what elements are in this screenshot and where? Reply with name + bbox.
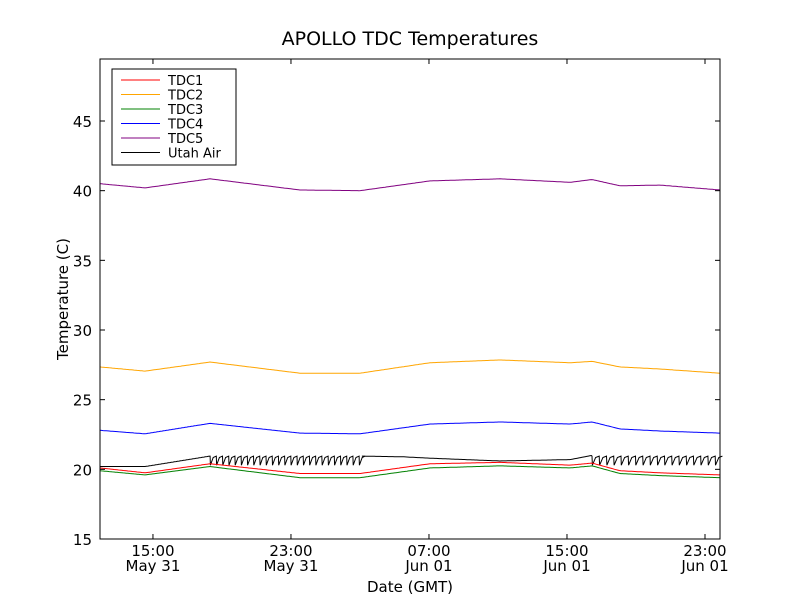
series-line-tdc4 bbox=[99, 421, 720, 435]
legend-label: TDC5 bbox=[167, 132, 203, 147]
y-tick-label: 25 bbox=[73, 392, 92, 410]
x-axis-label: Date (GMT) bbox=[367, 578, 453, 596]
legend-label: TDC2 bbox=[167, 89, 203, 104]
y-tick-label: 15 bbox=[73, 531, 92, 549]
x-tick-date: Jun 01 bbox=[542, 557, 590, 575]
legend-label: TDC1 bbox=[167, 74, 203, 89]
x-tick-time: 07:00 bbox=[407, 542, 450, 560]
legend-box bbox=[111, 68, 237, 166]
legend-label: Utah Air bbox=[168, 147, 221, 162]
x-tick-time: 23:00 bbox=[269, 542, 312, 560]
x-tick-date: May 31 bbox=[264, 557, 319, 575]
legend-label: TDC4 bbox=[167, 118, 203, 133]
y-tick-label: 30 bbox=[73, 322, 92, 340]
series-line-tdc1 bbox=[99, 461, 720, 476]
series-line-utah-air bbox=[100, 454, 723, 467]
x-tick-date: Jun 01 bbox=[680, 557, 728, 575]
y-tick-label: 35 bbox=[73, 252, 92, 270]
x-tick-date: Jun 01 bbox=[404, 557, 452, 575]
chart-title: APOLLO TDC Temperatures bbox=[282, 28, 539, 50]
legend-label: TDC3 bbox=[167, 103, 203, 118]
x-tick-time: 15:00 bbox=[545, 542, 588, 560]
plot-frame bbox=[99, 58, 721, 540]
y-tick-label: 20 bbox=[73, 461, 92, 479]
x-tick-time: 15:00 bbox=[131, 542, 174, 560]
x-tick-time: 23:00 bbox=[683, 542, 726, 560]
series-line-tdc2 bbox=[99, 359, 721, 374]
x-tick-date: May 31 bbox=[126, 557, 181, 575]
y-tick-label: 45 bbox=[73, 113, 92, 131]
y-tick-label: 40 bbox=[73, 183, 92, 201]
y-axis-label: Temperature (C) bbox=[54, 238, 72, 361]
series-line-tdc3 bbox=[99, 465, 721, 479]
series-line-tdc5 bbox=[99, 178, 721, 192]
